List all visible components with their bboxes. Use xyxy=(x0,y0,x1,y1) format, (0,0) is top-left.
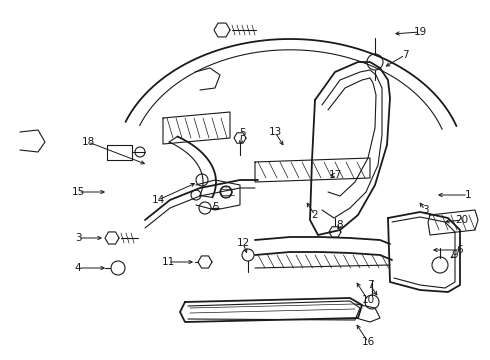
Text: 14: 14 xyxy=(151,195,165,205)
Text: 4: 4 xyxy=(74,263,81,273)
Text: 5: 5 xyxy=(239,128,245,138)
Text: 3: 3 xyxy=(74,233,81,243)
Text: 20: 20 xyxy=(455,215,468,225)
Text: 9: 9 xyxy=(452,250,458,260)
Text: 15: 15 xyxy=(72,187,85,197)
Text: 17: 17 xyxy=(328,170,342,180)
Text: 6: 6 xyxy=(457,245,464,255)
Text: 2: 2 xyxy=(312,210,318,220)
Text: 7: 7 xyxy=(402,50,408,60)
Text: 19: 19 xyxy=(414,27,427,37)
Text: 10: 10 xyxy=(362,295,374,305)
Text: 13: 13 xyxy=(269,127,282,137)
Text: 12: 12 xyxy=(236,238,249,248)
Text: 3: 3 xyxy=(422,205,428,215)
Text: 8: 8 xyxy=(337,220,343,230)
Text: 11: 11 xyxy=(161,257,174,267)
Text: 7: 7 xyxy=(367,280,373,290)
Text: 16: 16 xyxy=(362,337,375,347)
Text: 1: 1 xyxy=(465,190,471,200)
Text: 5: 5 xyxy=(212,202,219,212)
Text: 18: 18 xyxy=(81,137,95,147)
